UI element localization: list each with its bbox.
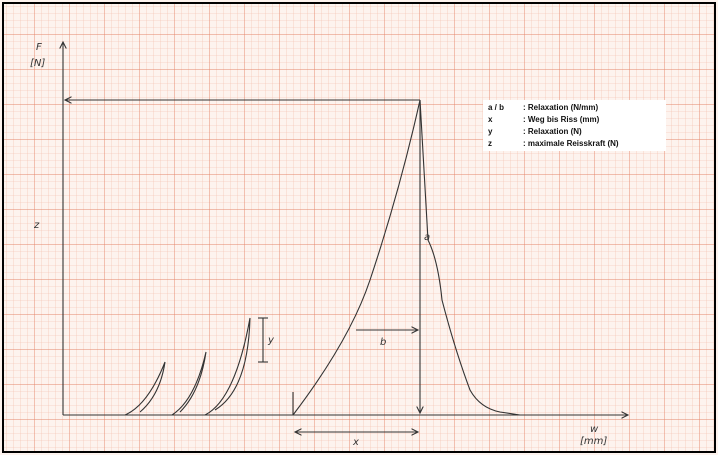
legend-key: x <box>488 115 493 124</box>
legend-key: a / b <box>488 103 504 112</box>
legend-box <box>483 100 666 151</box>
x-axis-symbol: w <box>590 424 599 435</box>
legend-text: : Relaxation (N/mm) <box>523 103 598 112</box>
legend-key: z <box>488 139 492 148</box>
legend-key: y <box>488 127 493 136</box>
legend: a / b : Relaxation (N/mm) x : Weg bis Riss … <box>483 100 666 151</box>
y-axis-symbol: F <box>36 42 42 53</box>
label-x: x <box>352 437 359 448</box>
legend-text: : maximale Reisskraft (N) <box>523 139 619 148</box>
y-axis-unit: [N] <box>30 58 45 69</box>
label-y: y <box>267 335 275 346</box>
label-b: b <box>380 337 386 348</box>
main-curve <box>292 99 521 416</box>
drawing <box>63 42 628 432</box>
x-axis-unit: [mm] <box>580 436 607 447</box>
legend-text: : Weg bis Riss (mm) <box>523 115 600 124</box>
legend-text: : Relaxation (N) <box>523 127 582 136</box>
cycle-curve <box>204 317 251 416</box>
label-a: a <box>424 232 430 243</box>
cycle-curve <box>124 361 166 416</box>
cycle-curve <box>171 351 207 416</box>
label-z: z <box>33 220 40 231</box>
